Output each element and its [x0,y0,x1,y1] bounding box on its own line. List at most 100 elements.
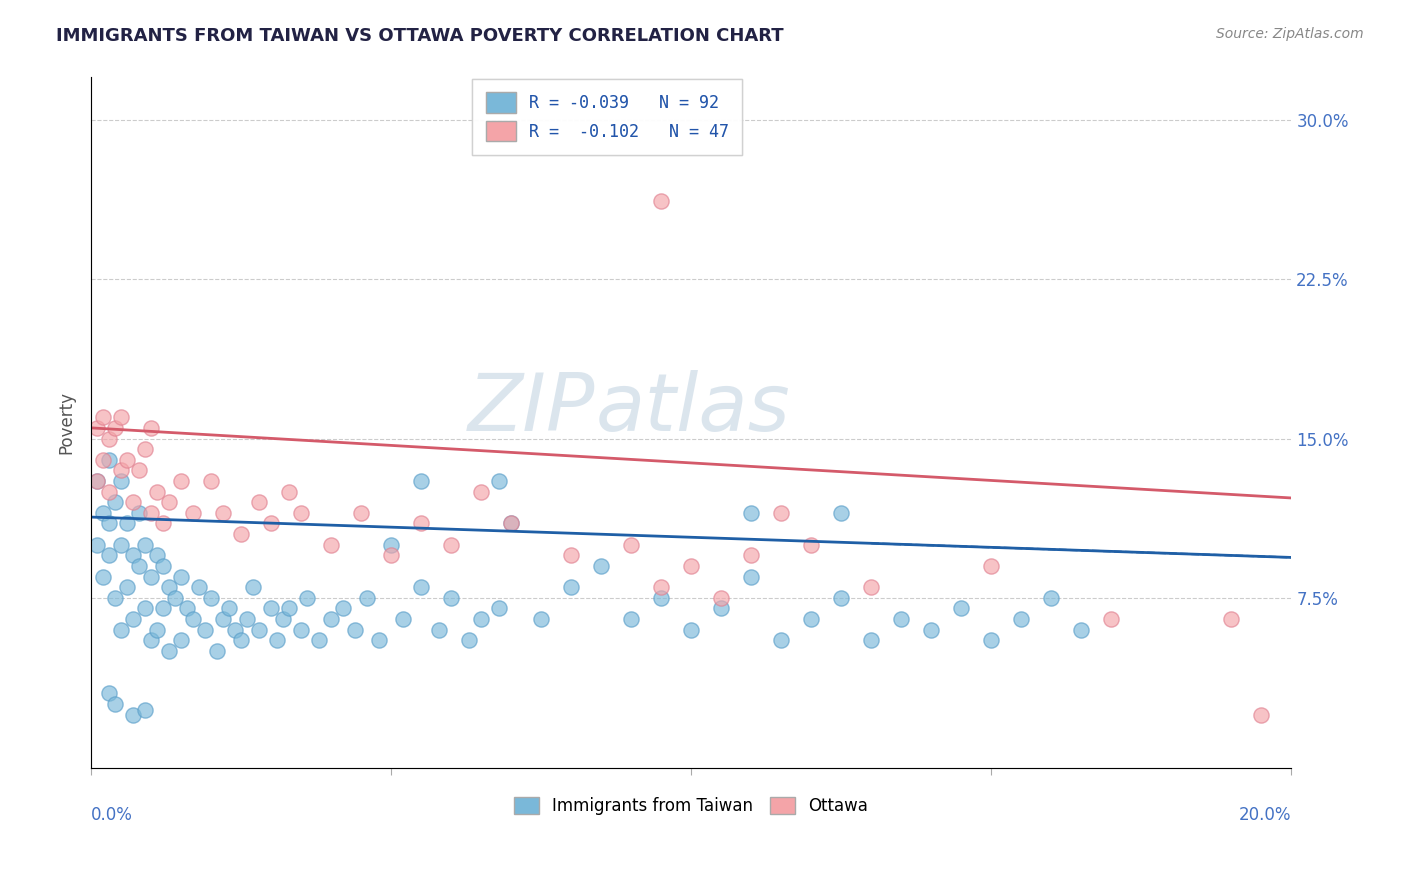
Point [260,601,283,615]
Point [181,612,204,626]
Point [470,612,492,626]
Point [427,623,450,637]
Point [200,591,222,605]
Point [860,633,883,648]
Y-axis label: Poverty: Poverty [58,391,75,454]
Point [146,549,169,563]
Point [501,516,523,531]
Point [591,558,613,573]
Point [86,421,108,435]
Point [350,506,373,520]
Point [152,601,174,615]
Point [440,538,463,552]
Point [115,580,138,594]
Point [980,633,1002,648]
Point [115,516,138,531]
Point [188,580,211,594]
Point [134,538,156,552]
Point [278,484,301,499]
Point [152,516,174,531]
Point [830,506,852,520]
Point [91,506,114,520]
Point [110,463,132,477]
Point [157,495,180,509]
Point [141,633,163,648]
Point [212,506,235,520]
Point [980,558,1002,573]
Point [91,569,114,583]
Point [98,452,121,467]
Point [1010,612,1032,626]
Point [260,516,283,531]
Point [128,558,150,573]
Point [332,601,354,615]
Point [141,569,163,583]
Point [1220,612,1243,626]
Point [681,623,703,637]
Text: 20.0%: 20.0% [1239,805,1291,823]
Point [141,506,163,520]
Point [620,538,643,552]
Point [380,549,402,563]
Point [1099,612,1122,626]
Point [134,442,156,456]
Point [800,538,823,552]
Point [392,612,415,626]
Point [290,623,312,637]
Point [710,601,733,615]
Point [98,516,121,531]
Point [271,612,294,626]
Point [91,452,114,467]
Point [98,549,121,563]
Point [110,474,132,488]
Point [176,601,198,615]
Point [920,623,942,637]
Point [380,538,402,552]
Point [488,601,510,615]
Point [146,623,169,637]
Point [134,703,156,717]
Text: ZIP: ZIP [468,370,595,448]
Point [157,644,180,658]
Point [122,612,145,626]
Point [128,506,150,520]
Legend: R = -0.039   N = 92, R =  -0.102   N = 47: R = -0.039 N = 92, R = -0.102 N = 47 [472,78,742,154]
Point [1070,623,1092,637]
Point [411,474,433,488]
Point [200,474,222,488]
Point [122,549,145,563]
Point [620,612,643,626]
Point [278,601,301,615]
Point [170,569,193,583]
Point [770,633,793,648]
Point [104,591,127,605]
Point [194,623,217,637]
Point [98,432,121,446]
Point [242,580,264,594]
Point [212,612,235,626]
Point [530,612,553,626]
Point [266,633,288,648]
Point [170,633,193,648]
Text: atlas: atlas [595,370,790,448]
Point [86,538,108,552]
Point [830,591,852,605]
Point [98,484,121,499]
Point [321,538,343,552]
Point [110,410,132,425]
Point [104,421,127,435]
Point [231,633,253,648]
Point [170,474,193,488]
Point [98,686,121,700]
Point [650,580,672,594]
Point [740,569,762,583]
Point [488,474,510,488]
Point [181,506,204,520]
Point [115,452,138,467]
Point [218,601,240,615]
Point [344,623,367,637]
Point [368,633,391,648]
Point [205,644,228,658]
Point [650,194,672,208]
Point [104,697,127,711]
